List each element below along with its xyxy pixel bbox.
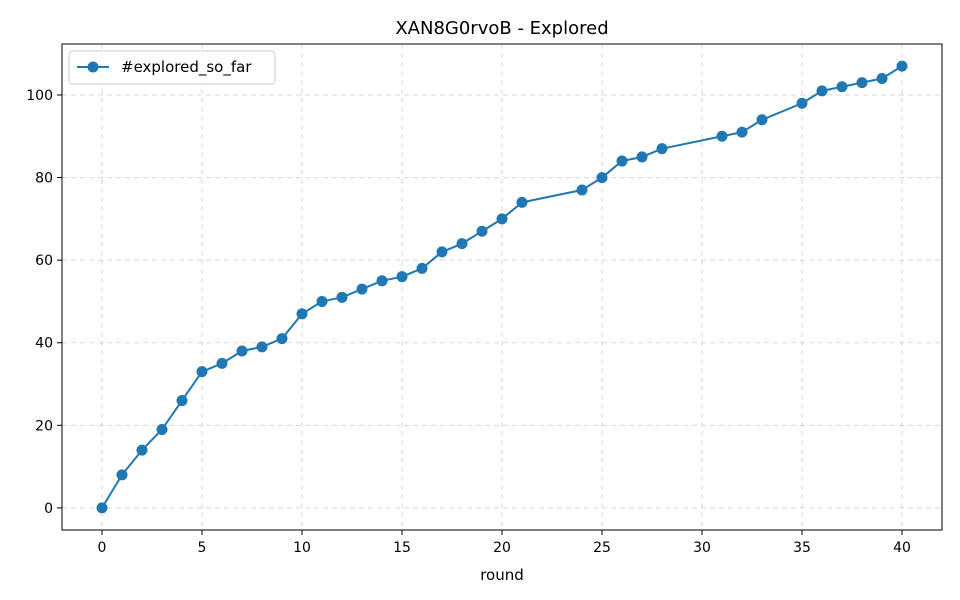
x-tick-label: 15	[393, 540, 411, 556]
data-point	[616, 155, 628, 167]
x-tick-label: 35	[793, 540, 811, 556]
x-tick-label: 25	[593, 540, 611, 556]
x-tick-label: 40	[893, 540, 911, 556]
data-point	[656, 143, 668, 155]
data-point	[456, 238, 468, 250]
data-point	[896, 60, 908, 72]
data-point	[576, 184, 588, 196]
x-tick-label: 20	[493, 540, 511, 556]
data-point	[276, 333, 288, 345]
data-point	[416, 262, 428, 274]
data-point	[316, 295, 328, 307]
legend-box	[68, 50, 276, 85]
data-point	[756, 114, 768, 126]
data-point	[716, 130, 728, 142]
x-tick-label: 30	[693, 540, 711, 556]
data-point	[516, 196, 528, 208]
data-point	[496, 213, 508, 225]
x-tick-label: 5	[198, 540, 207, 556]
data-point	[256, 341, 268, 353]
data-point	[116, 469, 128, 481]
data-point	[136, 444, 148, 456]
data-point	[176, 395, 188, 407]
data-point	[596, 172, 608, 184]
y-tick-label: 40	[35, 336, 53, 352]
data-point	[816, 85, 828, 97]
y-tick-label: 80	[35, 171, 53, 187]
data-point	[396, 271, 408, 283]
data-point	[196, 366, 208, 378]
data-point	[296, 308, 308, 320]
x-tick-label: 0	[98, 540, 107, 556]
y-tick-label: 20	[35, 418, 53, 434]
data-point	[96, 502, 108, 514]
data-point	[336, 291, 348, 303]
data-point	[836, 81, 848, 93]
chart-title: XAN8G0rvoB - Explored	[395, 18, 608, 39]
x-axis-label: round	[480, 566, 524, 584]
data-point	[476, 225, 488, 237]
x-tick-label: 10	[293, 540, 311, 556]
data-series	[96, 60, 908, 514]
legend-marker	[87, 61, 99, 73]
plot-frame	[61, 43, 943, 531]
data-point	[856, 77, 868, 89]
grid	[62, 44, 942, 530]
data-point	[796, 97, 808, 109]
y-tick-label: 60	[35, 253, 53, 269]
data-point	[156, 423, 168, 435]
legend-label: #explored_so_far	[121, 58, 252, 77]
data-point	[436, 246, 448, 258]
data-point	[876, 72, 888, 84]
data-point	[356, 283, 368, 295]
data-point	[636, 151, 648, 163]
y-tick-label: 0	[44, 501, 53, 517]
data-point	[216, 357, 228, 369]
data-point	[736, 126, 748, 138]
data-point	[236, 345, 248, 357]
axis-ticks: 0 5 10 15 20 25 30 35 40 0 20 40 60 80 100	[26, 88, 911, 556]
legend: #explored_so_far	[68, 50, 276, 85]
y-tick-label: 100	[26, 88, 53, 104]
data-point	[376, 275, 388, 287]
